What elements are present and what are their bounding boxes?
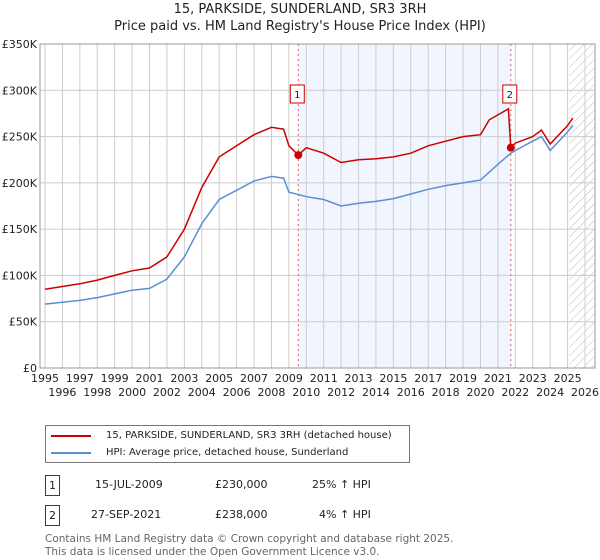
x-tick-label: 1995 [31, 372, 59, 385]
legend-swatch [51, 452, 91, 454]
x-tick-label: 1999 [101, 372, 129, 385]
y-tick-label: £250K [2, 131, 38, 144]
x-tick-label: 2011 [310, 372, 338, 385]
y-tick-label: £100K [2, 269, 38, 282]
x-tick-label: 2022 [501, 386, 529, 399]
legend-label: HPI: Average price, detached house, Sund… [106, 447, 349, 458]
sale-badge-label: 1 [294, 90, 300, 101]
x-tick-label: 2012 [327, 386, 355, 399]
legend-label: 15, PARKSIDE, SUNDERLAND, SR3 3RH (detac… [106, 430, 392, 441]
x-tick-label: 2008 [257, 386, 285, 399]
x-tick-label: 1996 [48, 386, 76, 399]
sale-point [506, 143, 515, 152]
y-tick-label: £200K [2, 177, 38, 190]
x-tick-label: 2019 [449, 372, 477, 385]
x-tick-label: 2016 [397, 386, 425, 399]
shaded-period [298, 44, 511, 368]
transaction-hpi: 4% ↑ HPI [319, 508, 371, 521]
footer-licence: This data is licensed under the Open Gov… [45, 546, 380, 558]
x-tick-label: 2021 [484, 372, 512, 385]
x-tick-label: 2024 [536, 386, 564, 399]
transaction-date: 27-SEP-2021 [91, 508, 162, 521]
x-tick-label: 2023 [519, 372, 547, 385]
x-tick-label: 2018 [432, 386, 460, 399]
hpi-line [44, 125, 574, 305]
x-tick-label: 2014 [362, 386, 390, 399]
plot-border [39, 43, 596, 369]
sale-badge [502, 84, 518, 104]
x-tick-label: 2005 [205, 372, 233, 385]
y-tick-label: £350K [2, 38, 38, 51]
y-tick-label: £50K [9, 316, 38, 329]
sale-point [294, 151, 303, 160]
transaction-price: £230,000 [215, 478, 268, 491]
x-tick-label: 2001 [136, 372, 164, 385]
x-tick-label: 2009 [275, 372, 303, 385]
x-tick-label: 2015 [379, 372, 407, 385]
x-tick-label: 2007 [240, 372, 268, 385]
sale-badge-label: 2 [507, 90, 513, 101]
forecast-hatch [569, 44, 595, 368]
plot-area: 1995199619971998199920002001200220032004… [2, 38, 599, 399]
x-tick-label: 2020 [466, 386, 494, 399]
x-tick-label: 2025 [554, 372, 582, 385]
x-tick-label: 2010 [292, 386, 320, 399]
transaction-hpi: 25% ↑ HPI [312, 478, 371, 491]
x-tick-label: 2000 [118, 386, 146, 399]
transaction-badge: 2 [45, 505, 60, 526]
y-tick-label: £150K [2, 223, 38, 236]
chart-title: 15, PARKSIDE, SUNDERLAND, SR3 3RH [173, 2, 427, 17]
x-tick-label: 2013 [345, 372, 373, 385]
y-tick-label: £0 [23, 362, 37, 375]
x-tick-label: 2006 [223, 386, 251, 399]
x-tick-label: 2026 [571, 386, 599, 399]
x-tick-label: 1998 [83, 386, 111, 399]
footer-copyright: Contains HM Land Registry data © Crown c… [45, 533, 454, 545]
transaction-date: 15-JUL-2009 [95, 478, 163, 491]
transaction-price: £238,000 [215, 508, 268, 521]
x-tick-label: 2017 [414, 372, 442, 385]
legend: 15, PARKSIDE, SUNDERLAND, SR3 3RH (detac… [45, 425, 410, 463]
x-tick-label: 2003 [170, 372, 198, 385]
y-tick-label: £300K [2, 84, 38, 97]
x-tick-label: 2002 [153, 386, 181, 399]
sale-badge [289, 84, 305, 104]
legend-swatch [51, 435, 91, 437]
x-tick-label: 2004 [188, 386, 216, 399]
transaction-badge: 1 [45, 475, 60, 496]
chart-subtitle: Price paid vs. HM Land Registry's House … [114, 19, 486, 34]
x-tick-label: 1997 [66, 372, 94, 385]
